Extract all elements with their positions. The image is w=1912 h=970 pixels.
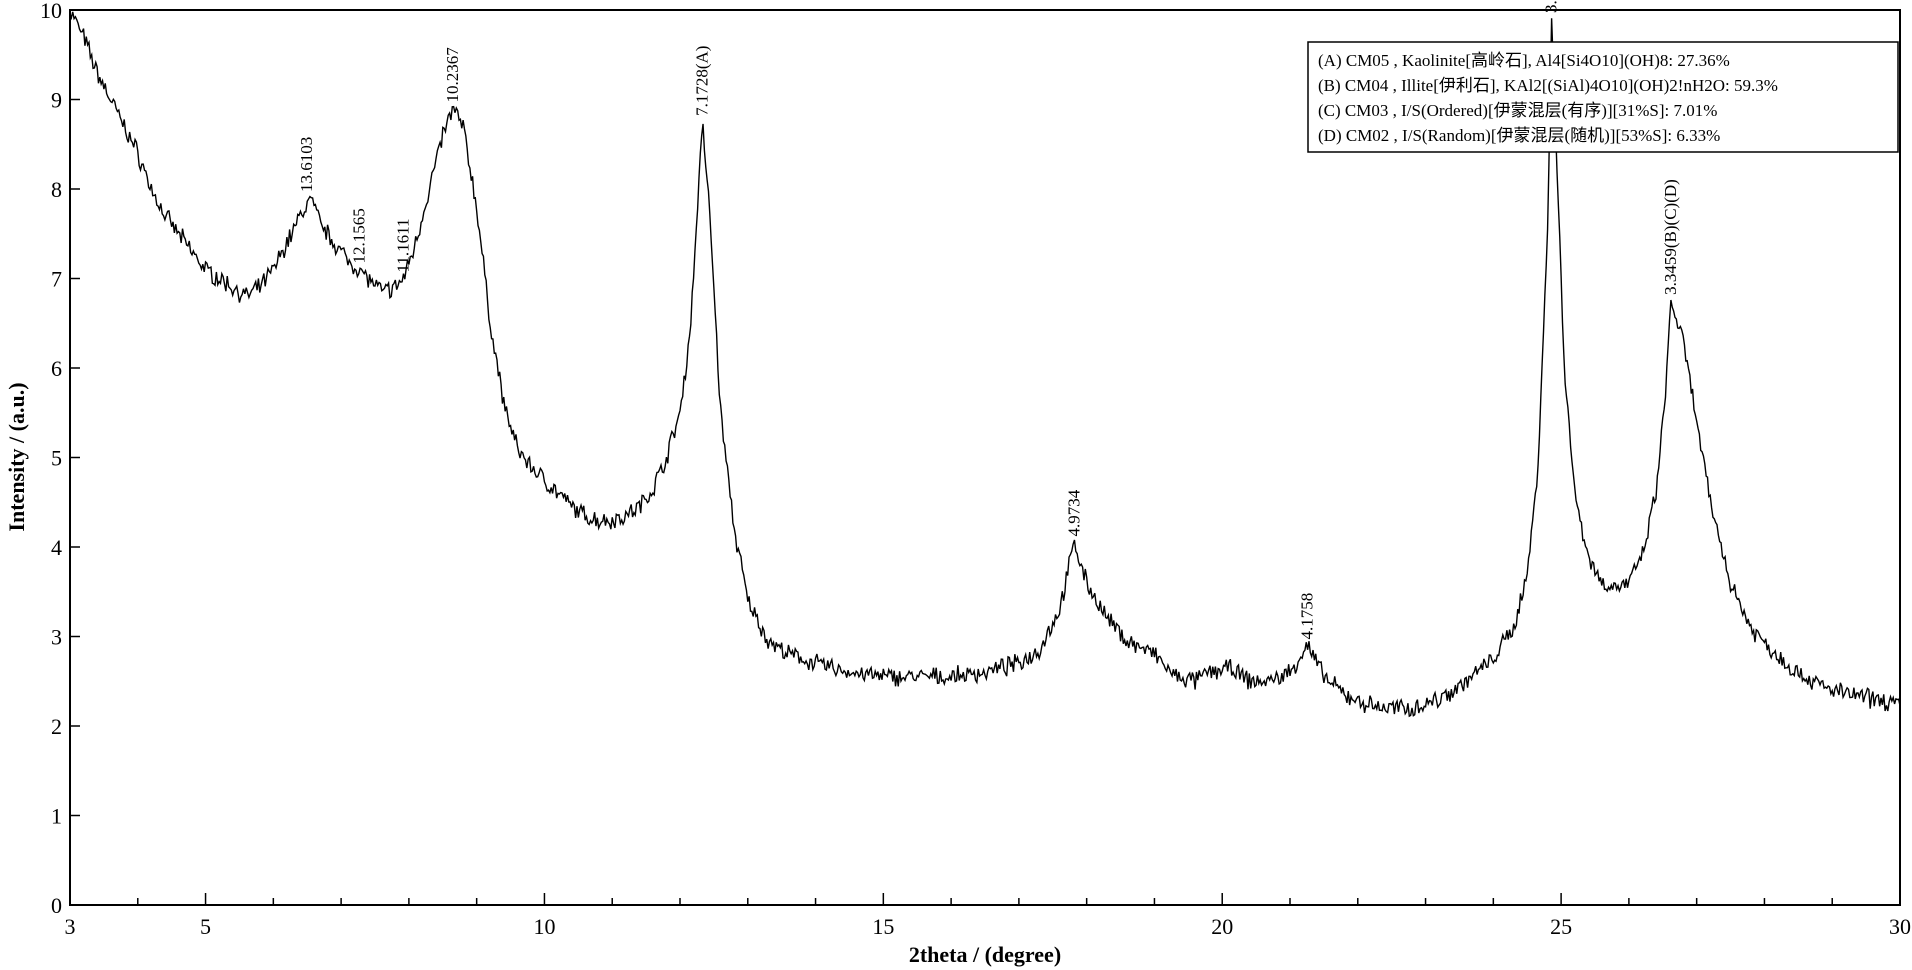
plot-area xyxy=(69,9,1901,906)
y-tick-label: 0 xyxy=(51,893,62,918)
y-tick-label: 10 xyxy=(40,0,62,23)
x-tick-label: 10 xyxy=(533,914,555,939)
y-tick-label: 4 xyxy=(51,535,62,560)
x-tick-label: 30 xyxy=(1889,914,1911,939)
x-tick-label: 15 xyxy=(872,914,894,939)
peak-label: 4.9734 xyxy=(1064,489,1083,536)
y-tick-label: 8 xyxy=(51,177,62,202)
legend-entry: (A) CM05 , Kaolinite[高岭石], Al4[Si4O10](O… xyxy=(1318,51,1730,70)
x-axis-title: 2theta / (degree) xyxy=(909,942,1061,967)
peak-label: 3.3459(B)(C)(D) xyxy=(1661,179,1680,295)
legend: (A) CM05 , Kaolinite[高岭石], Al4[Si4O10](O… xyxy=(1307,41,1899,153)
x-axis: 3 5 10 15 20 25 30 xyxy=(65,893,1911,939)
peak-label: 4.1758 xyxy=(1298,593,1317,640)
peak-label: 12.1565 xyxy=(349,208,368,263)
y-axis-title: Intensity / (a.u.) xyxy=(4,382,29,531)
y-tick-label: 2 xyxy=(51,714,62,739)
y-tick-label: 9 xyxy=(51,88,62,113)
y-tick-label: 1 xyxy=(51,804,62,829)
x-tick-label: 25 xyxy=(1550,914,1572,939)
y-tick-label: 7 xyxy=(51,267,62,292)
peak-label: 10.2367 xyxy=(443,47,462,103)
series-line xyxy=(69,11,1901,718)
peak-label: 13.6103 xyxy=(297,137,316,192)
peak-label: 3.5784(A) xyxy=(1542,0,1561,13)
x-tick-label: 5 xyxy=(200,914,211,939)
peak-label: 11.1611 xyxy=(393,219,412,273)
y-tick-label: 3 xyxy=(51,625,62,650)
peak-label: 7.1728(A) xyxy=(692,46,711,116)
y-tick-label: 5 xyxy=(51,446,62,471)
x-tick-label: 3 xyxy=(65,914,76,939)
legend-entry: (D) CM02 , I/S(Random)[伊蒙混层(随机)][53%S]: … xyxy=(1318,126,1720,145)
legend-entry: (C) CM03 , I/S(Ordered)[伊蒙混层(有序)][31%S]:… xyxy=(1318,101,1717,120)
peak-labels: 13.6103 12.1565 11.1611 10.2367 7.1728(A) 4.9… xyxy=(297,0,1680,639)
y-axis: 0 1 2 3 4 5 6 7 8 9 10 xyxy=(40,0,80,918)
legend-entry: (B) CM04 , Illite[伊利石], KAl2[(SiAl)4O10]… xyxy=(1318,76,1778,95)
legend-box xyxy=(1307,41,1899,153)
y-tick-label: 6 xyxy=(51,356,62,381)
x-tick-label: 20 xyxy=(1211,914,1233,939)
